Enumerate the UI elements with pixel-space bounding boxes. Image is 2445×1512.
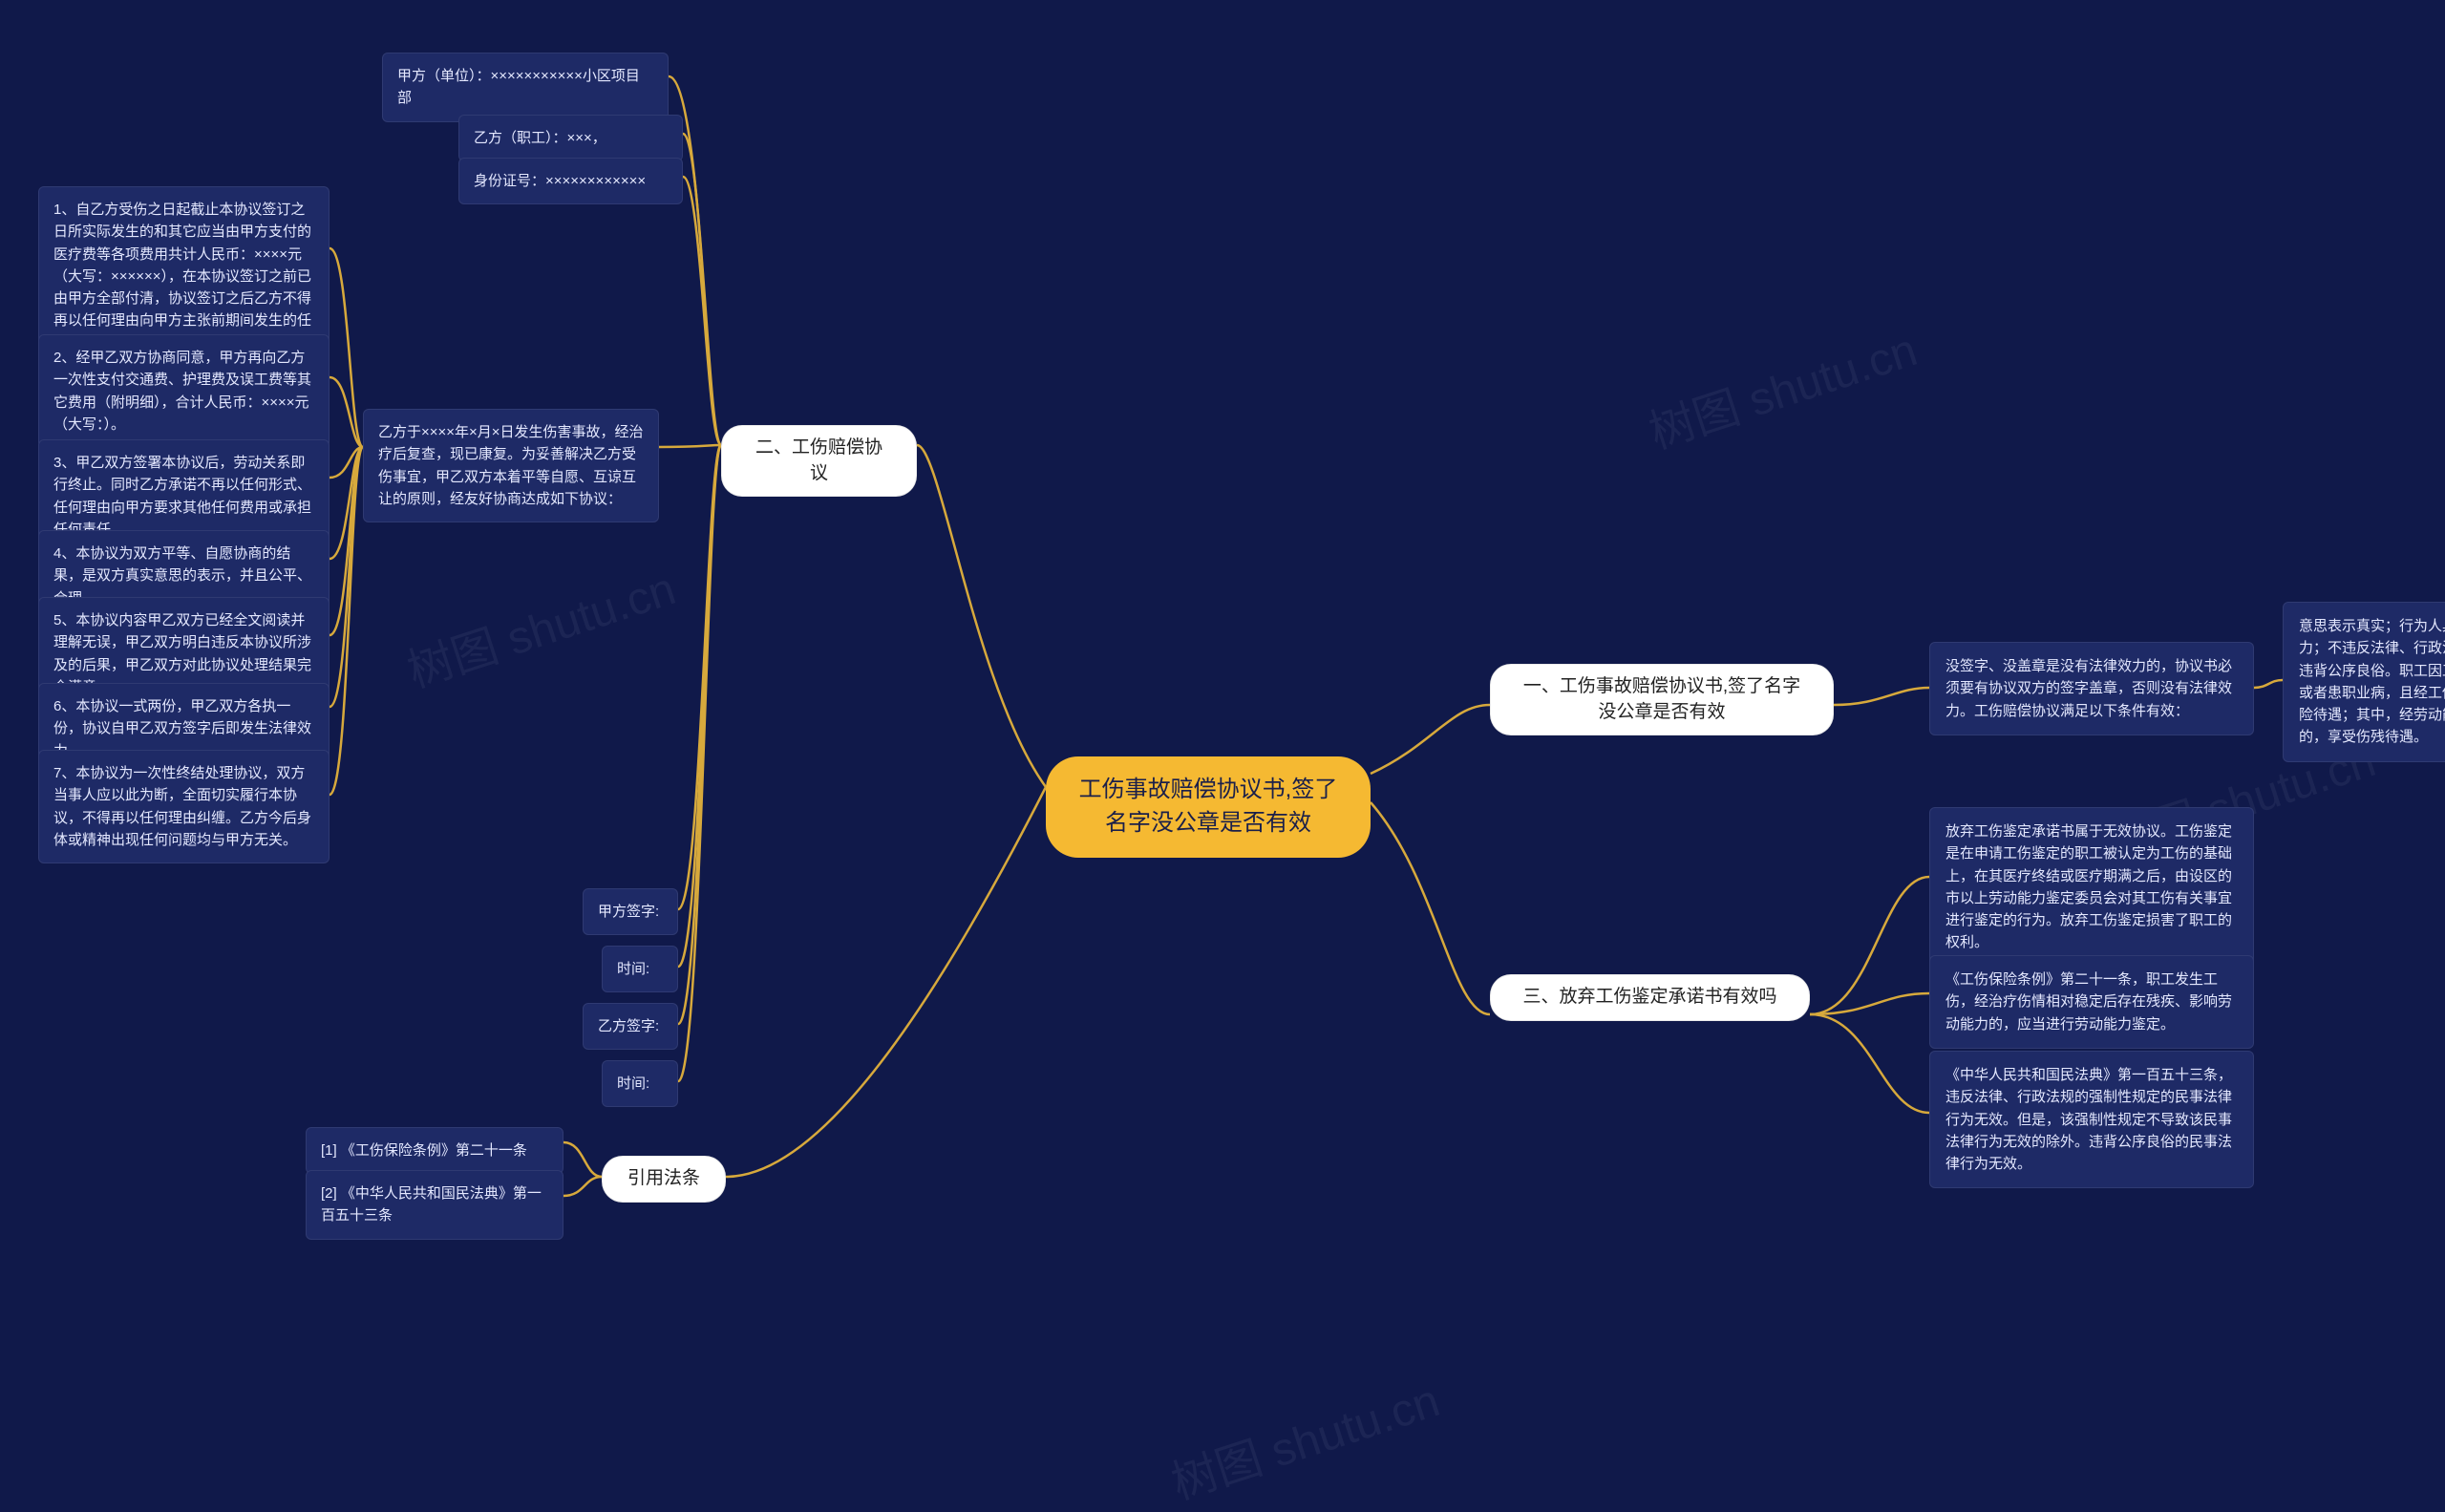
watermark: 树图 shutu.cn xyxy=(397,551,682,700)
section-2[interactable]: 二、工伤赔偿协议 xyxy=(721,425,917,497)
section-3[interactable]: 三、放弃工伤鉴定承诺书有效吗 xyxy=(1490,974,1810,1021)
s3-leaf-3: 《中华人民共和国民法典》第一百五十三条，违反法律、行政法规的强制性规定的民事法律… xyxy=(1929,1051,2254,1188)
s3-leaf-2: 《工伤保险条例》第二十一条，职工发生工伤，经治疗伤情相对稳定后存在残疾、影响劳动… xyxy=(1929,955,2254,1049)
s2-sign-a: 甲方签字: xyxy=(583,888,678,935)
s2-idno: 身份证号：×××××××××××× xyxy=(458,158,683,204)
s2-sign-a-time: 时间: xyxy=(602,946,678,992)
section-1[interactable]: 一、工伤事故赔偿协议书,签了名字 没公章是否有效 xyxy=(1490,664,1834,735)
s2-sign-b-time: 时间: xyxy=(602,1060,678,1107)
s3-leaf-1: 放弃工伤鉴定承诺书属于无效协议。工伤鉴定是在申请工伤鉴定的职工被认定为工伤的基础… xyxy=(1929,807,2254,968)
s2-clause-7: 7、本协议为一次性终结处理协议，双方当事人应以此为断，全面切实履行本协议，不得再… xyxy=(38,750,330,863)
edge-layer xyxy=(0,0,2445,1480)
watermark: 树图 shutu.cn xyxy=(1161,1363,1446,1512)
section-4[interactable]: 引用法条 xyxy=(602,1156,726,1203)
s2-clause-2: 2、经甲乙双方协商同意，甲方再向乙方一次性支付交通费、护理费及误工费等其它费用（… xyxy=(38,334,330,448)
s1-conditions: 意思表示真实；行为人具有相应的民事行为能力；不违反法律、行政法规的强制性规定，不… xyxy=(2283,602,2445,762)
root-node[interactable]: 工伤事故赔偿协议书,签了 名字没公章是否有效 xyxy=(1046,756,1371,858)
s1-body: 没签字、没盖章是没有法律效力的，协议书必须要有协议双方的签字盖章，否则没有法律效… xyxy=(1929,642,2254,735)
root-line1: 工伤事故赔偿协议书,签了 xyxy=(1079,777,1338,802)
s2-party-a: 甲方（单位）：×××××××××××小区项目部 xyxy=(382,53,669,122)
s4-cite-1: [1] 《工伤保险条例》第二十一条 xyxy=(306,1127,563,1174)
s2-sign-b: 乙方签字: xyxy=(583,1003,678,1050)
s4-cite-2: [2] 《中华人民共和国民法典》第一百五十三条 xyxy=(306,1170,563,1240)
s2-intro: 乙方于××××年×月×日发生伤害事故，经治疗后复查，现已康复。为妥善解决乙方受伤… xyxy=(363,409,659,522)
s2-party-b: 乙方（职工）：×××， xyxy=(458,115,683,161)
watermark: 树图 shutu.cn xyxy=(1639,312,1924,461)
root-line2: 名字没公章是否有效 xyxy=(1105,810,1311,836)
